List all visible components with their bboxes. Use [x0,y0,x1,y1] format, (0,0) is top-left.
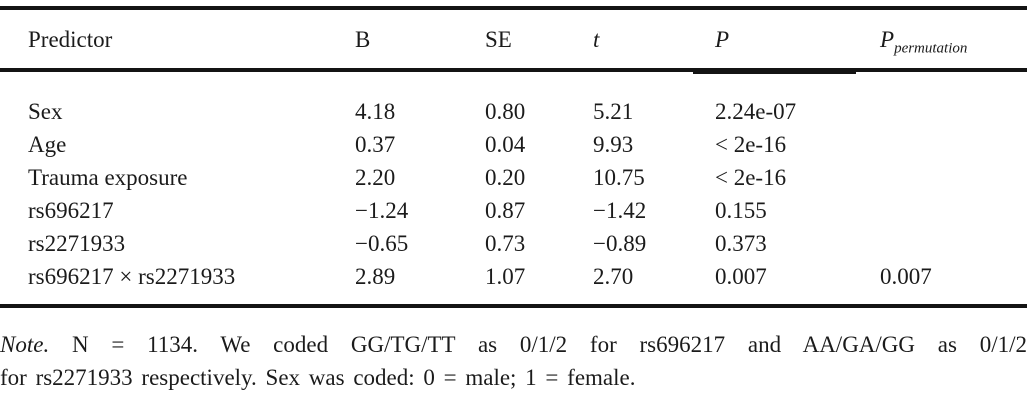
cell-t: 5.21 [593,99,634,124]
cell-p-permutation [880,227,1027,260]
cell-se: 0.04 [485,132,526,157]
table-row: rs696217 −1.24 0.87 −1.42 0.155 [0,194,1027,227]
cell-se: 1.07 [485,264,526,289]
cell-p-permutation [880,70,1027,128]
cell-p: < 2e-16 [715,132,787,157]
cell-t: 9.93 [593,132,634,157]
cell-p: 0.155 [715,198,767,223]
table-row: rs696217 × rs2271933 2.89 1.07 2.70 0.007 0.0… [0,260,1027,306]
header-row: Predictor B SE t P Ppermutation [0,8,1027,72]
cell-p-permutation [880,194,1027,227]
table-row: Age 0.37 0.04 9.93 < 2e-16 [0,128,1027,161]
cell-se: 0.87 [485,198,526,223]
note-text-1: N = 1134. We coded GG/TG/TT as 0/1/2 for… [71,332,1027,357]
column-header-p-permutation: Ppermutation [880,8,1027,72]
cell-b: 4.18 [355,99,396,124]
cell-b: 2.20 [355,165,396,190]
cell-se: 0.73 [485,231,526,256]
permutation-subscript: permutation [894,40,968,57]
cell-p: < 2e-16 [715,165,787,190]
table-row: Trauma exposure 2.20 0.20 10.75 < 2e-16 [0,161,1027,194]
cell-p-permutation [880,161,1027,194]
table-body: Sex 4.18 0.80 5.21 2.24e-07 Age 0.37 0.04 9.93 < … [0,70,1027,306]
note-line-2: for rs2271933 respectively. Sex was code… [0,365,636,390]
cell-se: 0.80 [485,99,526,124]
column-header-b: B [355,8,485,72]
cell-p: 2.24e-07 [715,99,797,124]
cell-se: 0.20 [485,165,526,190]
table-note: Note. N = 1134. We coded GG/TG/TT as 0/1… [0,328,1027,394]
cell-b: 2.89 [355,264,396,289]
cell-predictor: rs696217 [28,198,114,223]
cell-p-permutation: 0.007 [880,264,932,289]
table-row: rs2271933 −0.65 0.73 −0.89 0.373 [0,227,1027,260]
cell-p: 0.007 [715,264,767,289]
column-header-predictor: Predictor [0,8,355,72]
cell-b: −0.65 [355,231,409,256]
cell-b: 0.37 [355,132,396,157]
cell-t: 2.70 [593,264,634,289]
cell-predictor: Sex [28,99,63,124]
column-header-p: P [715,8,880,72]
p-column-rule-segment [693,71,856,74]
cell-predictor: Age [28,132,67,157]
column-header-t: t [593,8,715,72]
cell-predictor: Trauma exposure [28,165,188,190]
cell-b: −1.24 [355,198,409,223]
note-line-1: Note. N = 1134. We coded GG/TG/TT as 0/1… [0,328,1027,361]
cell-predictor: rs2271933 [28,231,126,256]
cell-t: −0.89 [593,231,647,256]
cell-p-permutation [880,128,1027,161]
regression-table-page: Predictor B SE t P Ppermutation Sex 4.18 0… [0,6,1027,414]
cell-t: −1.42 [593,198,647,223]
table-row: Sex 4.18 0.80 5.21 2.24e-07 [0,70,1027,128]
cell-predictor: rs696217 × rs2271933 [28,264,236,289]
column-header-se: SE [485,8,593,72]
note-label: Note. [0,332,50,357]
p-permutation-label: P [880,26,895,52]
cell-p: 0.373 [715,231,767,256]
cell-t: 10.75 [593,165,645,190]
regression-table: Predictor B SE t P Ppermutation Sex 4.18 0… [0,6,1027,308]
